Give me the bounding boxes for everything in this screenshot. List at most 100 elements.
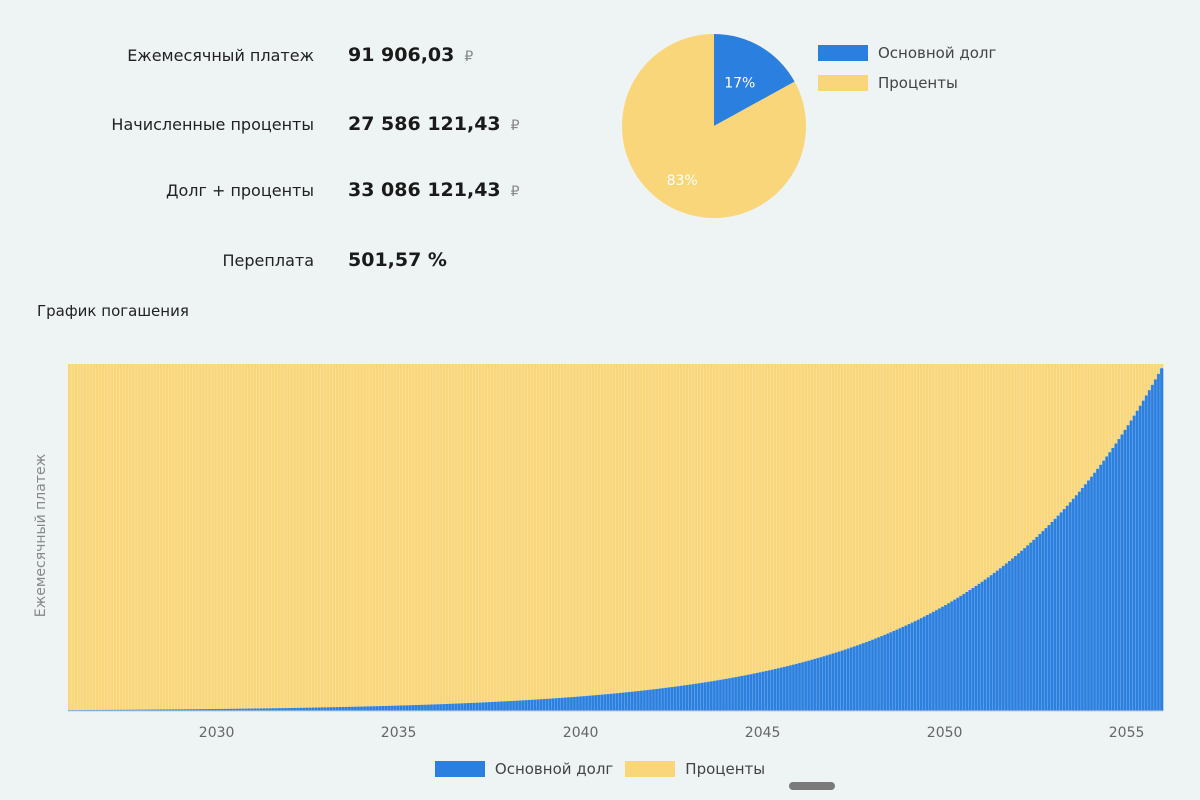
bar-interest [201,364,206,710]
bar-interest [235,364,239,709]
bar-principal [612,693,616,711]
summary-row-monthly-payment: Ежемесячный платеж 91 906,03 ₽ [0,38,600,78]
bar-interest [177,364,181,710]
bar-principal [442,704,446,711]
bar-interest [974,364,978,586]
bar-interest [913,364,917,622]
bar-interest [682,364,686,686]
schedule-legend-item-principal[interactable]: Основной долг [434,760,614,778]
bar-interest [828,364,832,655]
bar-interest [1105,364,1109,457]
bar-interest [217,364,221,709]
bar-interest [141,364,145,710]
bar-principal [180,709,184,711]
bar-principal [1038,534,1042,711]
bar-principal [481,702,486,711]
bar-principal [466,703,470,711]
repayment-schedule-chart: 2030 2035 2040 2045 2050 2055 Ежемесячный плат… [33,364,1164,741]
pie-legend-item-interest[interactable]: Проценты [818,68,996,98]
bar-principal [305,707,309,711]
bar-principal [871,639,875,711]
bar-interest [700,364,705,683]
bar-interest [895,364,899,630]
pie-value-label: 17% [724,75,755,91]
summary-label: Ежемесячный платеж [127,46,314,65]
x-tick-label: 2055 [1109,725,1145,741]
bar-principal [548,698,552,711]
bar-interest [502,364,507,702]
bar-principal [405,705,409,711]
bar-interest [326,364,330,708]
bar-interest [1080,364,1085,488]
bar-interest [457,364,461,704]
bar-interest [189,364,194,710]
pie-slice-interest[interactable] [622,34,806,218]
bar-principal [122,709,127,711]
bar-principal [816,658,820,711]
bar-principal [509,701,513,711]
x-tick-label: 2030 [199,725,235,741]
schedule-legend-item-interest[interactable]: Проценты [625,760,765,778]
bar-principal [1020,550,1024,711]
pie-slice-principal[interactable] [714,34,795,126]
bar-principal [597,694,601,711]
bar-principal [679,685,683,711]
bar-interest [378,364,382,707]
bar-interest [1035,364,1039,537]
bar-interest [527,364,531,700]
bar-principal [259,708,263,711]
bar-principal [892,630,896,711]
bar-principal [360,706,364,711]
bar-interest [871,364,875,640]
bar-interest [445,364,449,704]
bar-interest [101,364,105,710]
bar-interest [1010,364,1015,559]
bar-interest [265,364,270,709]
bar-interest [506,364,510,702]
bar-principal [813,658,817,711]
bar-interest [244,364,248,709]
bar-interest [673,364,677,687]
bar-interest [302,364,306,708]
legend-swatch-interest [625,761,676,777]
bar-principal [296,707,300,711]
bar-interest [271,364,276,709]
bar-interest [1126,364,1130,426]
bar-principal [417,704,422,711]
bar-interest [466,364,470,704]
bar-principal [1080,487,1085,711]
bar-principal [344,706,349,711]
bar-interest [606,364,610,695]
bar-principal [910,622,914,711]
bar-interest [995,364,1000,571]
bar-interest [931,364,936,612]
bar-interest [1050,364,1054,522]
bar-principal [828,654,832,711]
bar-interest [557,364,562,699]
bar-interest [627,364,632,693]
bar-principal [390,705,394,711]
bar-interest [813,364,817,659]
bar-interest [280,364,285,709]
bar-principal [332,707,336,711]
bar-principal [545,698,549,711]
bar-interest [834,364,838,653]
bar-interest [311,364,315,708]
bar-interest [198,364,203,710]
bar-principal [226,708,230,711]
bar-interest [785,364,790,667]
bar-interest [1102,364,1106,461]
bar-principal [457,703,461,711]
legend-label: Основной долг [494,760,614,778]
bar-principal [369,706,373,711]
bar-interest [293,364,297,708]
bar-principal [618,692,622,711]
bar-principal [515,700,519,711]
pie-legend-item-principal[interactable]: Основной долг [818,38,996,68]
bar-principal [807,660,811,711]
bar-principal [399,705,403,711]
bar-interest [688,364,692,685]
scroll-handle[interactable] [789,782,835,790]
bar-principal [1099,464,1103,711]
bar-interest [396,364,400,706]
